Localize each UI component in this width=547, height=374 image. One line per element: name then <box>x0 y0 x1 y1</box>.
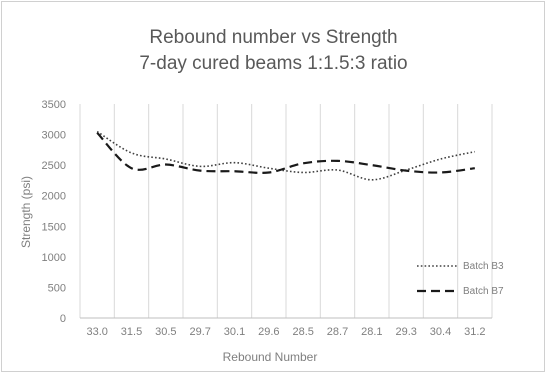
y-tick-label: 500 <box>48 282 66 294</box>
legend-label-2: Batch B7 <box>463 286 504 297</box>
y-tick-label: 0 <box>60 313 66 325</box>
y-axis-label: Strength (psi) <box>19 176 33 248</box>
y-tick-label: 1500 <box>42 221 66 233</box>
x-tick-label: 31.5 <box>121 326 142 338</box>
x-axis: 33.0 31.5 30.5 29.7 30.1 29.6 28.5 28.7 28.1 29.3… <box>80 317 492 338</box>
legend: Batch B3 Batch B7 <box>417 261 504 297</box>
x-tick-label: 29.3 <box>395 326 416 338</box>
x-tick-label: 30.4 <box>430 326 451 338</box>
x-tick-label: 28.5 <box>292 326 313 338</box>
chart-title: Rebound number vs Strength <box>149 27 398 48</box>
gridlines <box>79 104 493 318</box>
x-tick-label: 29.6 <box>258 326 279 338</box>
series-line-1 <box>96 130 476 181</box>
x-tick-label: 30.5 <box>155 326 176 338</box>
x-tick-label: 33.0 <box>86 326 107 338</box>
x-tick-label: 30.1 <box>224 326 245 338</box>
chart-subtitle: 7-day cured beams 1:1.5:3 ratio <box>139 53 408 74</box>
x-tick-label: 28.7 <box>327 326 348 338</box>
legend-label-1: Batch B3 <box>463 261 504 272</box>
y-tick-label: 3000 <box>42 130 66 142</box>
y-tick-label: 2500 <box>42 160 66 172</box>
x-tick-label: 31.2 <box>464 326 485 338</box>
y-tick-label: 1000 <box>42 252 66 264</box>
series-lines <box>96 130 476 181</box>
y-tick-label: 2000 <box>42 191 66 203</box>
x-axis-label: Rebound Number <box>223 350 318 364</box>
series-line-2 <box>96 131 475 174</box>
y-tick-label: 3500 <box>42 99 66 111</box>
y-axis: 0 500 1000 1500 2000 2500 3000 3500 <box>42 99 66 325</box>
x-tick-label: 28.1 <box>361 326 382 338</box>
x-tick-label: 29.7 <box>189 326 210 338</box>
